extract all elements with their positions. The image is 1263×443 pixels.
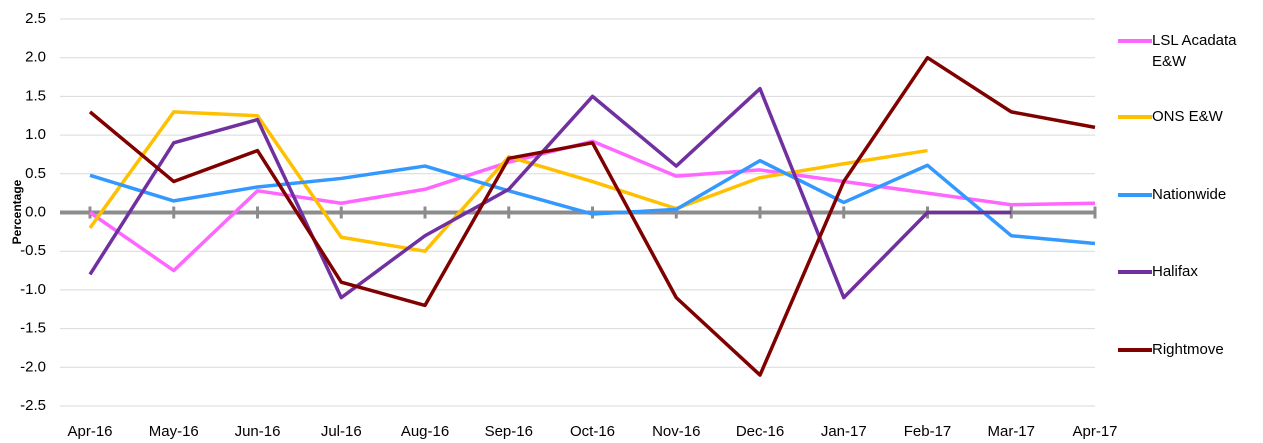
x-tick-label: Jul-16	[321, 423, 362, 440]
legend-label: Rightmove	[1152, 341, 1224, 358]
x-tick-label: Sep-16	[485, 423, 533, 440]
y-tick-label: 2.5	[25, 10, 46, 27]
y-tick-label: -2.0	[20, 358, 46, 375]
legend-item: ONS E&W	[1118, 106, 1252, 127]
legend-swatch	[1118, 193, 1152, 197]
legend-item: Nationwide	[1118, 184, 1252, 205]
x-tick-label: Jun-16	[235, 423, 281, 440]
legend-item: Halifax	[1118, 261, 1252, 282]
x-tick-label: Feb-17	[904, 423, 952, 440]
legend-swatch	[1118, 115, 1152, 119]
y-tick-label: -1.5	[20, 320, 46, 337]
x-tick-label: May-16	[149, 423, 199, 440]
y-tick-label: 0.5	[25, 165, 46, 182]
legend-label: LSL Acadata E&W	[1152, 32, 1237, 70]
legend-swatch	[1118, 270, 1152, 274]
legend-item: LSL Acadata E&W	[1118, 30, 1252, 72]
x-tick-label: Aug-16	[401, 423, 449, 440]
x-tick-label: Apr-16	[67, 423, 112, 440]
legend-label: Nationwide	[1152, 186, 1227, 203]
x-tick-label: Apr-17	[1072, 423, 1117, 440]
y-axis-label: Percentage	[10, 179, 24, 244]
legend-label: ONS E&W	[1152, 108, 1223, 125]
series-line	[89, 158, 1096, 246]
y-tick-label: -1.0	[20, 281, 46, 298]
x-tick-label: Jan-17	[821, 423, 867, 440]
y-tick-label: 1.0	[25, 126, 46, 143]
x-tick-label: Dec-16	[736, 423, 784, 440]
legend-label: Halifax	[1152, 263, 1198, 280]
y-tick-label: -0.5	[20, 242, 46, 259]
y-tick-label: 2.0	[25, 49, 46, 66]
legend-swatch	[1118, 39, 1152, 43]
series-line	[88, 55, 1096, 377]
y-tick-label: 0.0	[25, 203, 46, 220]
y-tick-label: 1.5	[25, 87, 46, 104]
x-tick-label: Oct-16	[570, 423, 615, 440]
legend-item: Rightmove	[1118, 339, 1252, 360]
legend-swatch	[1118, 348, 1152, 352]
series-line	[88, 86, 1012, 300]
x-tick-label: Mar-17	[987, 423, 1035, 440]
x-tick-label: Nov-16	[652, 423, 700, 440]
y-tick-label: -2.5	[20, 397, 46, 414]
